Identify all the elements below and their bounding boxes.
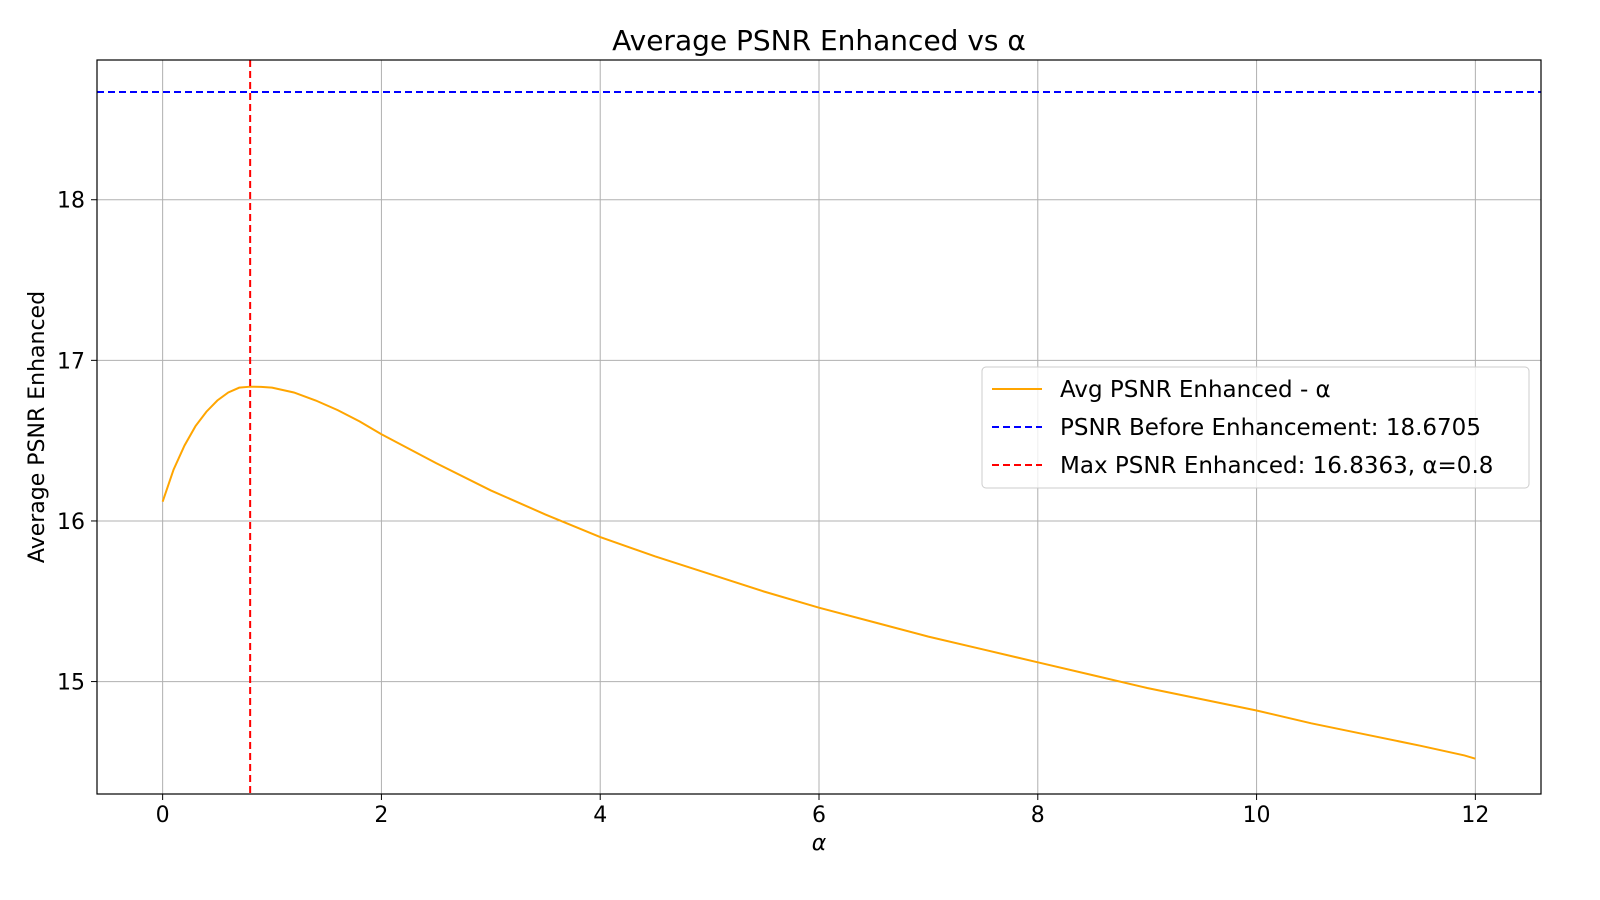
chart-title: Average PSNR Enhanced vs α [612,24,1026,57]
x-tick-label: 12 [1461,803,1489,828]
legend-label-max-psnr: Max PSNR Enhanced: 16.8363, α=0.8 [1060,453,1493,479]
y-tick-label: 17 [57,349,85,374]
y-tick-label: 15 [57,671,85,696]
legend-label-psnr-before: PSNR Before Enhancement: 18.6705 [1060,415,1481,441]
y-axis-title: Average PSNR Enhanced [25,291,50,563]
grid [97,60,1541,794]
x-tick-label: 10 [1243,803,1271,828]
legend-label-avg-psnr: Avg PSNR Enhanced - α [1060,377,1331,403]
x-axis-title: α [812,831,827,856]
plot-series-group [97,60,1541,794]
legend-box [981,366,1530,489]
series-line-avg-psnr [161,385,1476,760]
x-tick-label: 0 [156,803,170,828]
legend: Avg PSNR Enhanced - α PSNR Before Enhanc… [981,366,1530,489]
x-tick-label: 8 [1031,803,1045,828]
x-tick-label: 2 [374,803,388,828]
y-tick-label: 16 [57,510,85,535]
y-tick-label: 18 [57,189,85,214]
ticks: 0 2 4 6 8 10 12 15 16 17 18 [57,189,1489,828]
x-tick-label: 4 [593,803,607,828]
x-tick-label: 6 [812,803,826,828]
